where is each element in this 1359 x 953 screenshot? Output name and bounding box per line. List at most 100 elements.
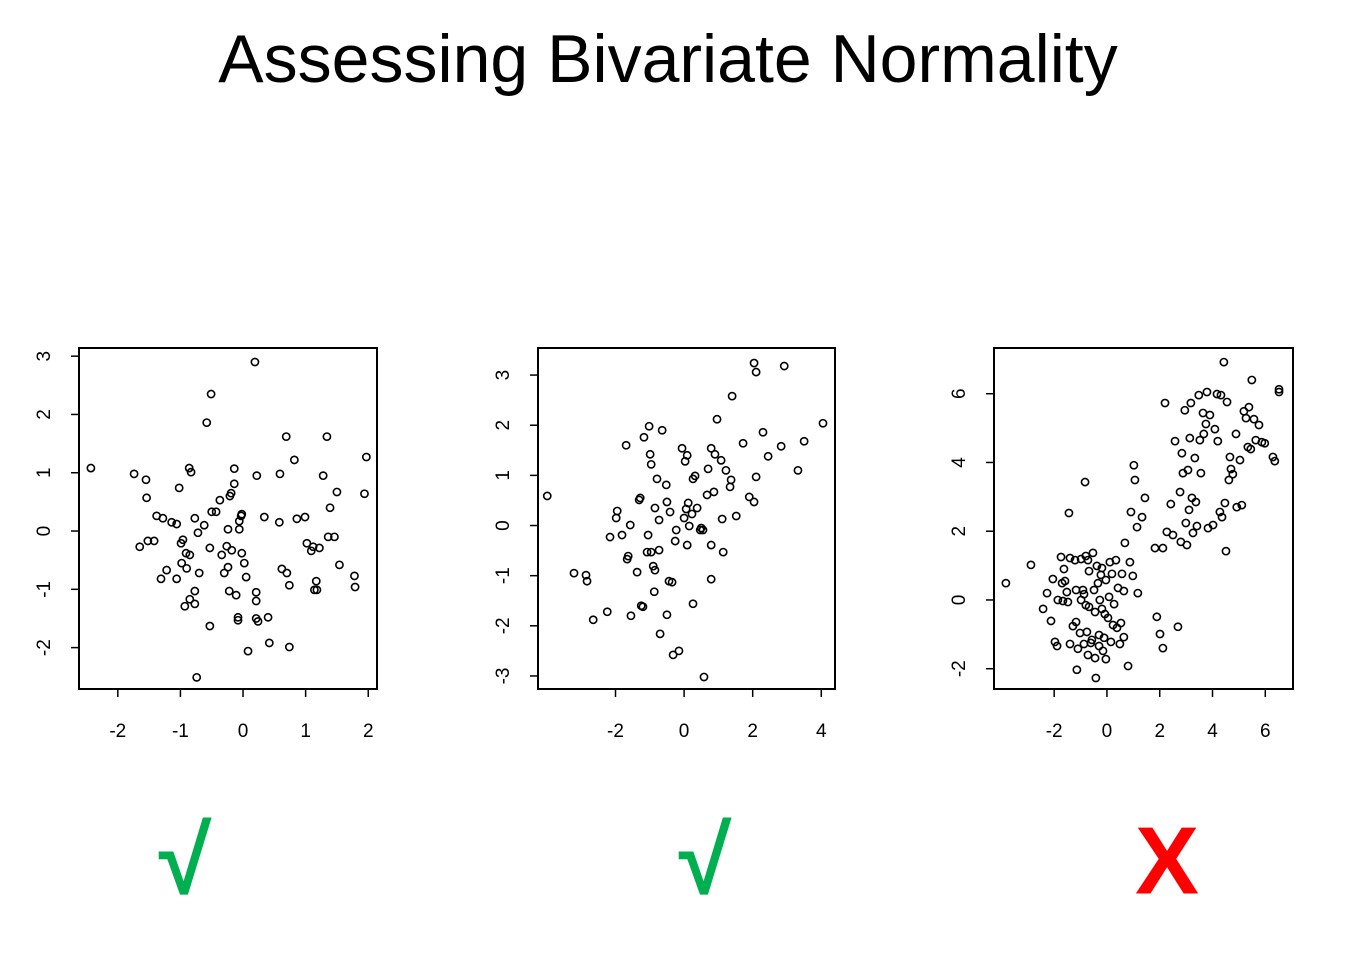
point [1175,487,1185,497]
point [626,611,636,621]
point [751,367,761,377]
point [542,491,552,501]
point [1048,574,1058,584]
point [725,482,735,492]
point [1026,560,1036,570]
point [1099,633,1109,643]
point [253,616,263,626]
point [1111,555,1121,565]
point [1062,587,1072,597]
x-tick-label: -2 [607,721,624,742]
point [1237,500,1247,510]
point [1195,435,1205,445]
point [1181,518,1191,528]
point [172,574,182,584]
y-tick-label: 1 [34,467,55,478]
plot-frame [537,347,836,690]
point [682,450,692,460]
point [1038,604,1048,614]
point [1199,429,1209,439]
point [1132,522,1142,532]
point [1065,639,1075,649]
point [611,513,621,523]
point [1210,424,1220,434]
point [623,551,633,561]
point [1119,632,1129,642]
point [1084,566,1094,576]
point [652,474,662,484]
point [1120,538,1130,548]
point [749,358,759,368]
point [229,464,239,474]
point [682,540,692,550]
point [638,602,648,612]
point [1160,398,1170,408]
point [642,547,652,557]
point [1101,575,1111,585]
point [226,488,236,498]
point [716,455,726,465]
point [284,642,294,652]
point [1232,502,1242,512]
point [211,507,221,517]
point [1228,469,1238,479]
point [1059,564,1069,574]
point [224,586,234,596]
point [1194,390,1204,400]
point [650,503,660,513]
point [1215,507,1225,517]
point [648,561,658,571]
point [229,479,239,489]
point [190,599,200,609]
y-tick-label: 2 [34,409,55,420]
point [731,511,741,521]
point [129,469,139,479]
point [1268,452,1278,462]
y-tick-label: -2 [949,660,970,677]
point [1119,586,1129,596]
point [1166,499,1176,509]
point [239,558,249,568]
verdict-mark: √ [159,807,212,914]
point [726,475,736,485]
point [625,520,635,530]
point [199,520,209,530]
point [1106,637,1116,647]
point [1150,543,1160,553]
y-tick-label: 0 [949,595,970,606]
point [776,441,786,451]
point [177,558,187,568]
point [677,443,687,453]
point [799,436,809,446]
point [318,471,328,481]
point [323,532,333,542]
slide-title: Assessing Bivariate Normality [218,21,1117,97]
point [1226,464,1236,474]
point [1140,493,1150,503]
point [231,590,241,600]
point [1274,387,1284,397]
point [1130,475,1140,485]
point [1216,390,1226,400]
point [1152,612,1162,622]
point [1270,456,1280,466]
plot: -2 0 2 4 -3 -2 -1 0 1 2 3 √ [493,347,836,914]
point [818,418,828,428]
point [1079,589,1089,599]
point [1137,512,1147,522]
point [237,548,247,558]
point [1168,530,1178,540]
point [1221,546,1231,556]
point [1001,578,1011,588]
point [233,612,243,622]
point [671,525,681,535]
point [706,443,716,453]
point [1046,616,1056,626]
point [1103,613,1113,623]
point [292,514,302,524]
point [709,487,719,497]
point [644,421,654,431]
point [223,524,233,534]
point [251,587,261,597]
y-tick-label: 3 [34,351,55,362]
